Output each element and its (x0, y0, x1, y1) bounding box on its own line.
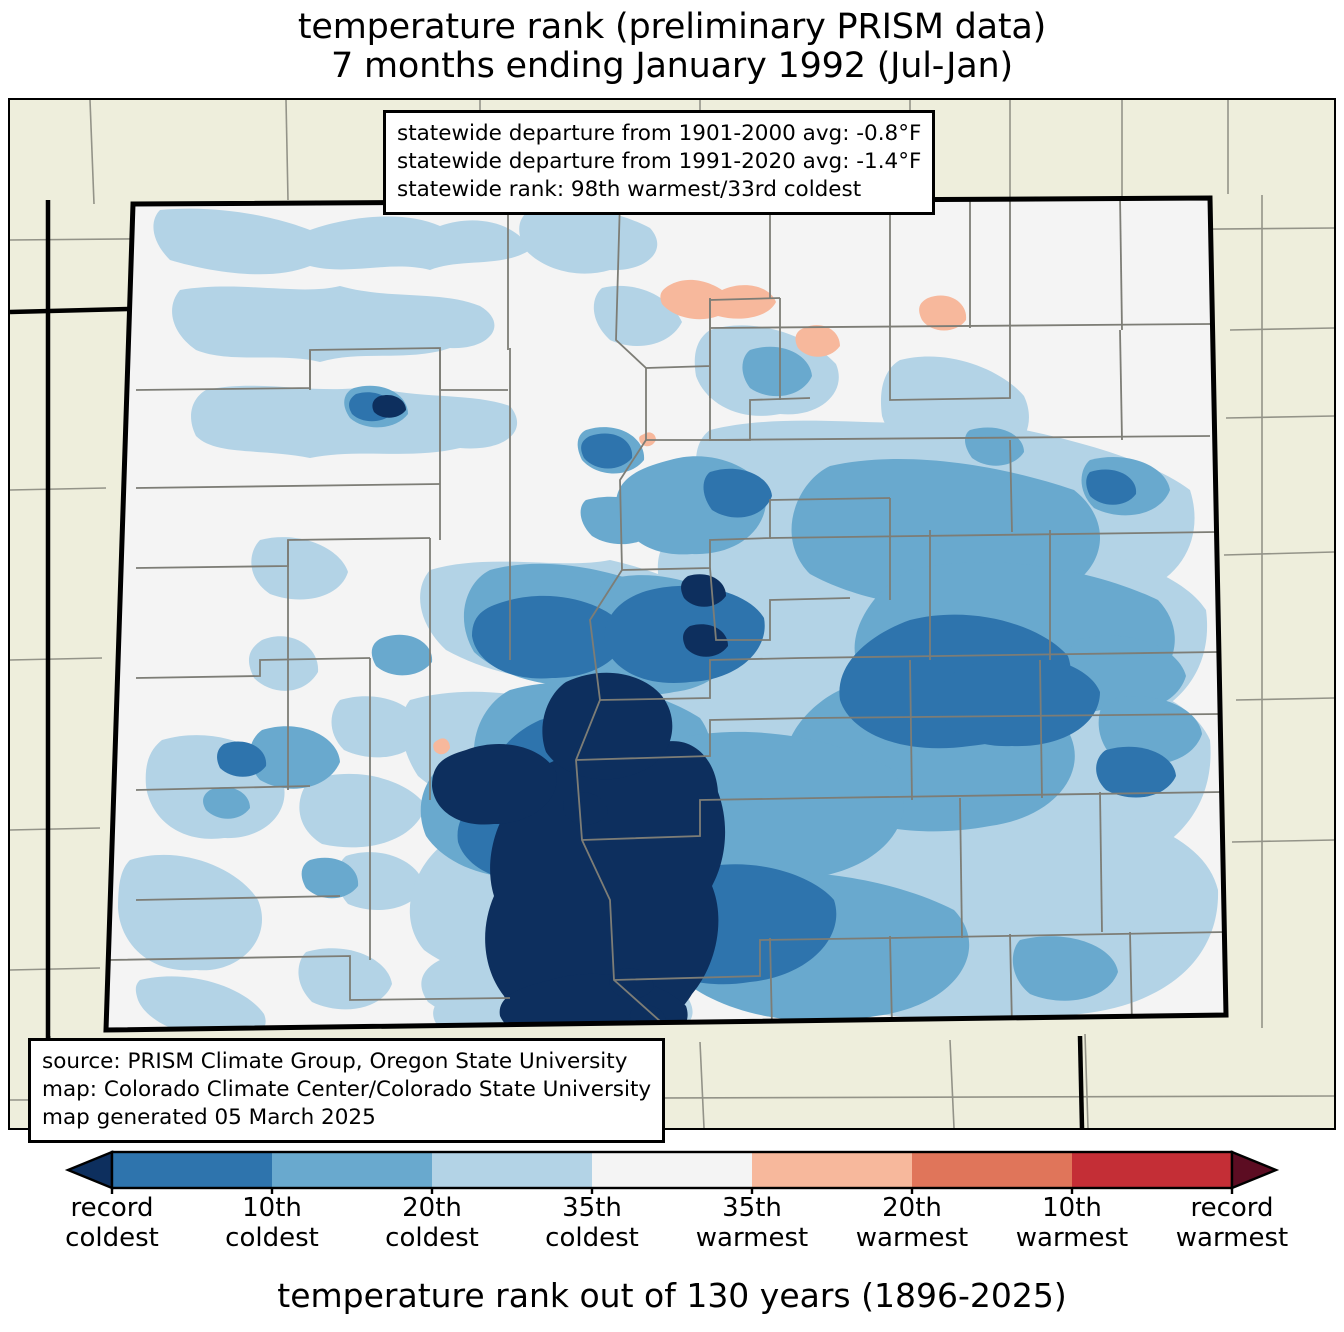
colorbar-extend-min (64, 1150, 114, 1190)
colorbar-band (112, 1152, 273, 1188)
colorbar-svg (64, 1150, 1280, 1194)
colorbar-band (592, 1152, 753, 1188)
band-record-coldest (372, 394, 728, 1030)
colorbar-label-bottom: warmest (1175, 1222, 1289, 1253)
stats-line-1: statewide departure from 1901-2000 avg: … (397, 121, 922, 146)
colorbar-label-bottom: coldest (225, 1222, 319, 1253)
source-line-3: map generated 05 March 2025 (42, 1104, 376, 1130)
stats-line-3: statewide rank: 98th warmest/33rd coldes… (397, 176, 862, 202)
colorbar-extend-max (1230, 1150, 1280, 1190)
colorbar-band (752, 1152, 913, 1188)
colorbar-label: 35th coldest (545, 1193, 639, 1253)
neighbor-state-borders (10, 200, 1085, 1128)
colorbar-band (1072, 1152, 1233, 1188)
source-line-2: map: Colorado Climate Center/Colorado St… (42, 1076, 652, 1102)
colorbar-label-bottom: coldest (65, 1222, 159, 1253)
colorbar-label-top: record (70, 1193, 154, 1223)
colorbar-label-top: 20th (402, 1193, 462, 1223)
colorbar-label-top: 10th (1042, 1193, 1102, 1223)
colorbar-label: record coldest (65, 1193, 159, 1253)
colorbar-label: 35th warmest (695, 1193, 809, 1253)
title-line-1: temperature rank (preliminary PRISM data… (297, 7, 1047, 47)
colorbar-label: 20th coldest (385, 1193, 479, 1253)
colorado-temperature-rank-map (10, 100, 1334, 1128)
colorado-data-layer (106, 198, 1226, 1030)
statewide-stats-box: statewide departure from 1901-2000 avg: … (383, 110, 936, 215)
colorbar-ticks (110, 1188, 1234, 1194)
colorbar-label-top: 35th (722, 1193, 782, 1223)
source-credits-box: source: PRISM Climate Group, Oregon Stat… (28, 1038, 666, 1143)
colorado-county-lines (107, 198, 1226, 1030)
title-line-2: 7 months ending January 1992 (Jul-Jan) (330, 46, 1013, 87)
page-title: temperature rank (preliminary PRISM data… (0, 7, 1344, 87)
colorbar-band (912, 1152, 1073, 1188)
colorbar-label-top: 35th (562, 1193, 622, 1223)
colorbar-label-top: 20th (882, 1193, 942, 1223)
map-panel (8, 98, 1336, 1130)
stats-line-2: statewide departure from 1991-2020 avg: … (397, 148, 922, 174)
colorbar-label-bottom: warmest (695, 1222, 809, 1253)
colorbar-label: record warmest (1175, 1193, 1289, 1253)
colorbar-label-bottom: coldest (545, 1222, 639, 1253)
colorbar-label-bottom: coldest (385, 1222, 479, 1253)
colorbar-label-top: record (1190, 1193, 1274, 1223)
source-line-1: source: PRISM Climate Group, Oregon Stat… (42, 1049, 628, 1074)
colorbar-label: 20th warmest (855, 1193, 969, 1253)
colorbar-label-bottom: warmest (855, 1222, 969, 1253)
colorbar-bands (64, 1150, 1280, 1190)
colorbar-label: 10th coldest (225, 1193, 319, 1253)
colorbar-caption: temperature rank out of 130 years (1896-… (277, 1276, 1067, 1315)
colorbar-label: 10th warmest (1015, 1193, 1129, 1253)
colorbar-label-bottom: warmest (1015, 1222, 1129, 1253)
colorbar-labels: record coldest 10th coldest 20th coldest 35th c… (0, 1193, 1344, 1256)
colorbar: record coldest 10th coldest 20th coldest 35th c… (0, 1146, 1344, 1256)
colorbar-band (272, 1152, 433, 1188)
colorbar-band (432, 1152, 593, 1188)
colorbar-label-top: 10th (242, 1193, 302, 1223)
